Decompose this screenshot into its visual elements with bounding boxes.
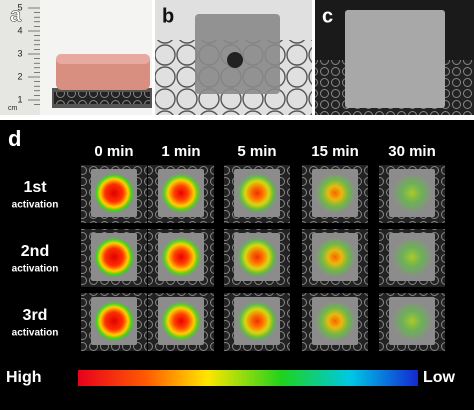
image-cell — [148, 293, 214, 351]
row-label: 2nd — [21, 243, 49, 260]
image-cell — [148, 229, 214, 287]
ruler-label: 4 — [17, 25, 22, 35]
column-header: 15 min — [311, 143, 359, 160]
panel-label: c — [322, 5, 333, 27]
heat-spot — [237, 237, 277, 277]
heat-spot — [161, 237, 201, 277]
row-sublabel: activation — [12, 328, 59, 339]
ruler-label: 1 — [17, 94, 22, 104]
heat-spot — [237, 173, 277, 213]
column-header: 30 min — [388, 143, 436, 160]
image-cell — [148, 165, 214, 223]
row-label: 3rd — [23, 307, 48, 324]
heat-spot — [94, 237, 134, 277]
heat-spot — [392, 237, 432, 277]
ruler-marks: 1 2 3 4 5 — [17, 2, 40, 105]
image-cell — [224, 165, 290, 223]
image-cell — [379, 229, 445, 287]
ruler-label: 2 — [17, 71, 22, 81]
row-sublabel: activation — [12, 200, 59, 211]
scale-low: Low — [423, 369, 456, 386]
panel-d: d High Low 0 min 1 min 5 min 15 min 30 min 1s… — [0, 120, 474, 410]
sample-photo — [345, 10, 445, 108]
heat-spot — [315, 237, 355, 277]
sample-top — [56, 54, 150, 64]
panel-label: d — [8, 126, 21, 151]
panel-label: a — [10, 4, 22, 26]
heat-spot — [94, 301, 134, 341]
panel-b: b — [155, 0, 312, 115]
heat-spot — [161, 173, 201, 213]
image-cell — [302, 229, 368, 287]
image-cell — [224, 293, 290, 351]
heat-spot — [237, 301, 277, 341]
heat-spot — [315, 301, 355, 341]
heat-spot — [315, 173, 355, 213]
panel-a: a cm — [0, 0, 152, 115]
image-cell — [302, 293, 368, 351]
scale-high: High — [6, 369, 42, 386]
image-cell — [81, 165, 147, 223]
image-cell — [81, 229, 147, 287]
ruler — [0, 0, 40, 115]
ruler-label: 5 — [17, 2, 22, 12]
column-header: 5 min — [237, 143, 276, 160]
image-cell — [379, 165, 445, 223]
ruler-label: 3 — [17, 48, 22, 58]
column-header: 1 min — [161, 143, 200, 160]
column-header: 0 min — [94, 143, 133, 160]
row-label: 1st — [23, 179, 47, 196]
ruler-unit: cm — [8, 105, 18, 112]
image-cell — [224, 229, 290, 287]
image-cell — [81, 293, 147, 351]
xray-spot — [227, 52, 243, 68]
color-scale — [78, 370, 418, 386]
heat-spot — [94, 173, 134, 213]
panel-label: b — [162, 5, 174, 27]
heat-spot — [392, 173, 432, 213]
row-sublabel: activation — [12, 264, 59, 275]
image-cell — [302, 165, 368, 223]
panel-c: c — [315, 0, 474, 115]
holder — [54, 92, 150, 104]
heat-spot — [161, 301, 201, 341]
image-cell — [379, 293, 445, 351]
heat-spot — [392, 301, 432, 341]
